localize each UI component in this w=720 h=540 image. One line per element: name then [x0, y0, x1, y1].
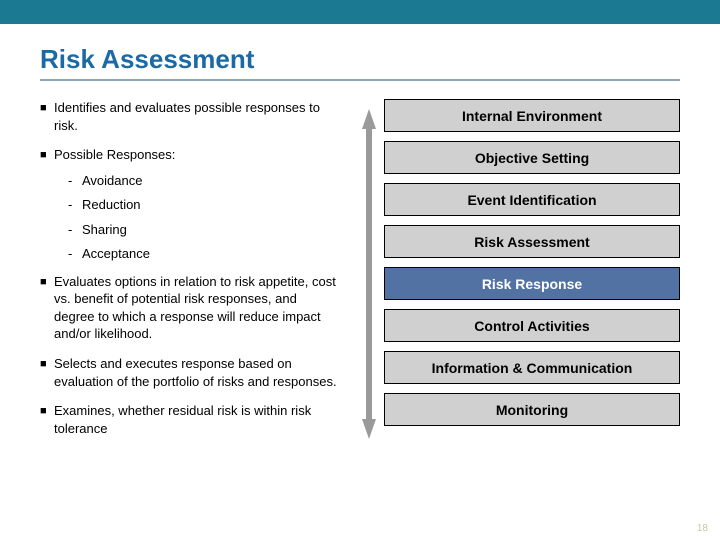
bullet-item: ■ Selects and executes response based on…: [40, 355, 340, 390]
arrow-wrap: [360, 99, 378, 449]
bullet-text: Examines, whether residual risk is withi…: [54, 402, 340, 437]
bullet-text: Evaluates options in relation to risk ap…: [54, 273, 340, 343]
framework-box: Event Identification: [384, 183, 680, 216]
bullet-item: ■ Possible Responses:: [40, 146, 340, 164]
framework-box: Objective Setting: [384, 141, 680, 174]
left-column: ■ Identifies and evaluates possible resp…: [40, 99, 340, 449]
dash-bullet-icon: -: [68, 172, 82, 190]
sub-list: - Avoidance - Reduction - Sharing - Acce…: [68, 172, 340, 263]
bullet-item: ■ Evaluates options in relation to risk …: [40, 273, 340, 343]
dash-bullet-icon: -: [68, 221, 82, 239]
box-stack: Internal Environment Objective Setting E…: [384, 99, 680, 449]
square-bullet-icon: ■: [40, 273, 54, 343]
square-bullet-icon: ■: [40, 355, 54, 390]
sub-text: Reduction: [82, 196, 141, 214]
sub-item: - Sharing: [68, 221, 340, 239]
square-bullet-icon: ■: [40, 99, 54, 134]
sub-item: - Avoidance: [68, 172, 340, 190]
framework-box: Information & Communication: [384, 351, 680, 384]
title-underline: [40, 79, 680, 81]
framework-box: Control Activities: [384, 309, 680, 342]
columns: ■ Identifies and evaluates possible resp…: [40, 99, 680, 449]
square-bullet-icon: ■: [40, 402, 54, 437]
framework-box: Monitoring: [384, 393, 680, 426]
page-number: 18: [697, 523, 708, 534]
sub-text: Sharing: [82, 221, 127, 239]
bullet-text: Possible Responses:: [54, 146, 340, 164]
sub-item: - Reduction: [68, 196, 340, 214]
double-arrow-icon: [360, 109, 378, 439]
bullet-item: ■ Identifies and evaluates possible resp…: [40, 99, 340, 134]
sub-text: Acceptance: [82, 245, 150, 263]
framework-box: Risk Assessment: [384, 225, 680, 258]
page-title: Risk Assessment: [40, 44, 680, 75]
bullet-text: Identifies and evaluates possible respon…: [54, 99, 340, 134]
square-bullet-icon: ■: [40, 146, 54, 164]
dash-bullet-icon: -: [68, 245, 82, 263]
right-column: Internal Environment Objective Setting E…: [360, 99, 680, 449]
bullet-item: ■ Examines, whether residual risk is wit…: [40, 402, 340, 437]
sub-item: - Acceptance: [68, 245, 340, 263]
dash-bullet-icon: -: [68, 196, 82, 214]
framework-box: Internal Environment: [384, 99, 680, 132]
sub-text: Avoidance: [82, 172, 142, 190]
framework-box-highlight: Risk Response: [384, 267, 680, 300]
top-bar: [0, 0, 720, 24]
bullet-text: Selects and executes response based on e…: [54, 355, 340, 390]
slide-content: Risk Assessment ■ Identifies and evaluat…: [0, 24, 720, 449]
